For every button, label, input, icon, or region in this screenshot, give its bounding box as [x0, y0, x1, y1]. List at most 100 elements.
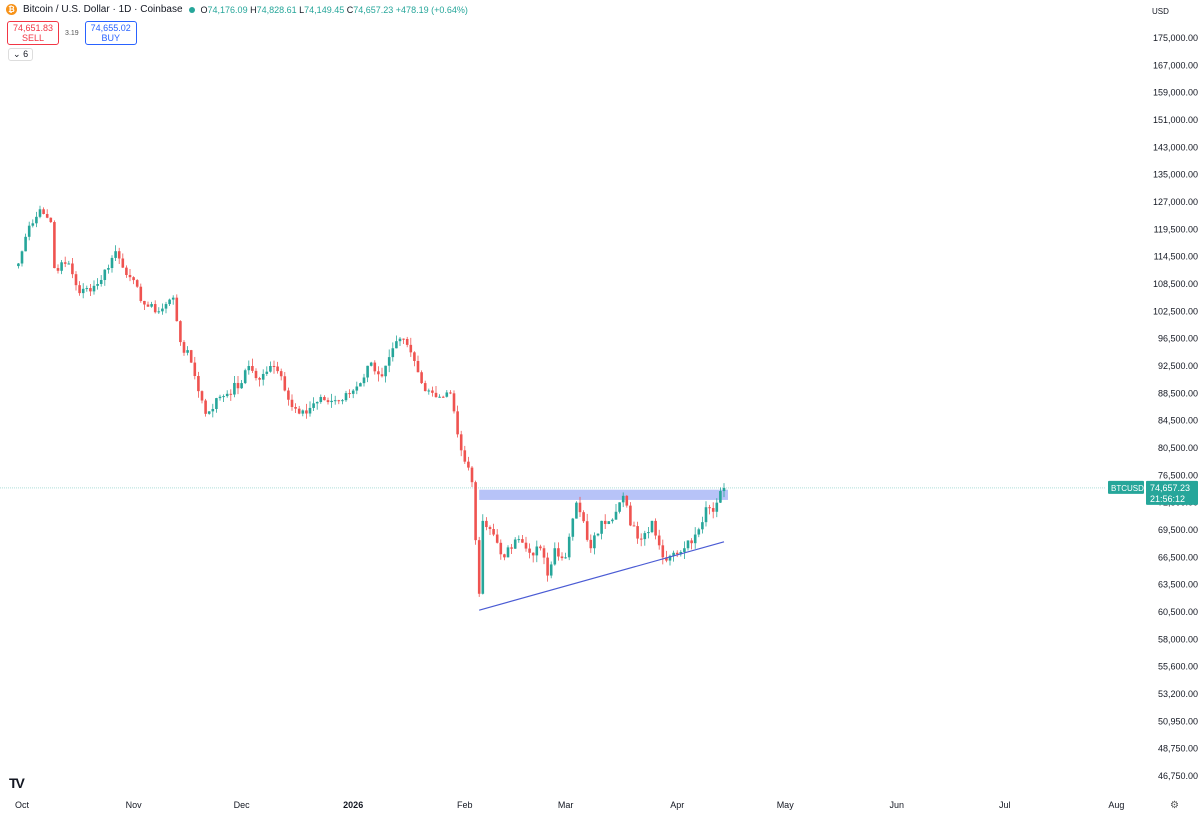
candle — [150, 301, 153, 308]
candle — [366, 365, 369, 383]
candle — [470, 465, 474, 488]
candle — [247, 360, 251, 375]
symbol-label-bg — [1108, 480, 1144, 494]
candle — [229, 389, 233, 401]
candle — [186, 346, 189, 356]
candle — [42, 207, 45, 215]
symbol-title[interactable]: Bitcoin / U.S. Dollar · 1D · Coinbase — [23, 4, 183, 15]
resistance-zone[interactable] — [479, 489, 728, 500]
last-price-bg — [1146, 480, 1198, 505]
buy-button[interactable]: 74,655.02 BUY — [84, 21, 137, 45]
candle — [337, 399, 341, 405]
price-tick-label: 84,500.00 — [1158, 416, 1198, 426]
price-tick-label: 69,500.00 — [1158, 525, 1198, 535]
candle — [78, 281, 81, 296]
candle — [297, 405, 301, 415]
bitcoin-icon: ₿ — [6, 4, 17, 15]
candle — [639, 533, 643, 547]
candle — [161, 303, 164, 315]
candle — [135, 279, 139, 288]
candle — [420, 370, 423, 384]
candle — [17, 262, 20, 269]
candle — [481, 514, 485, 595]
candle — [582, 510, 585, 524]
candle — [269, 361, 272, 373]
candle — [279, 368, 283, 381]
candle — [103, 269, 107, 286]
candle — [650, 520, 654, 534]
candle — [261, 369, 265, 386]
candle — [643, 530, 647, 546]
candle — [459, 430, 463, 457]
price-tick-label: 55,600.00 — [1158, 662, 1198, 672]
candle — [63, 256, 67, 268]
candle — [585, 513, 589, 542]
candle — [24, 233, 27, 252]
candle — [632, 521, 636, 527]
candle — [495, 529, 499, 544]
candle — [654, 518, 657, 540]
tradingview-logo[interactable]: TV — [9, 775, 25, 791]
candle — [85, 285, 89, 292]
candle — [488, 525, 492, 535]
time-tick-label: Oct — [15, 800, 30, 810]
candle — [704, 501, 708, 527]
price-tick-label: 53,200.00 — [1158, 689, 1198, 699]
candle — [81, 283, 85, 299]
price-tick-label: 58,000.00 — [1158, 634, 1198, 644]
candle — [35, 211, 38, 228]
currency-label[interactable]: USD — [1152, 7, 1169, 16]
price-label: BTCUSD 74,657.23 21:56:12 — [1108, 480, 1198, 505]
candle — [341, 399, 344, 405]
candle — [452, 390, 456, 414]
candle — [427, 388, 431, 395]
candle — [715, 498, 719, 518]
candle — [56, 264, 60, 274]
candle — [254, 368, 258, 381]
candle — [53, 220, 56, 269]
candle — [531, 552, 535, 563]
time-tick-label: 2026 — [343, 800, 363, 810]
candle — [215, 397, 218, 413]
sell-button[interactable]: 74,651.83 SELL — [7, 21, 60, 45]
candle — [722, 483, 726, 498]
candle — [456, 405, 459, 438]
candle — [477, 536, 481, 597]
candle — [413, 351, 416, 367]
candle — [179, 320, 182, 346]
candle — [287, 387, 290, 406]
candle — [168, 298, 171, 307]
price-tick-label: 175,000.00 — [1153, 33, 1198, 43]
candle — [535, 540, 539, 563]
candle — [197, 371, 200, 398]
candle — [344, 390, 348, 402]
candle — [107, 264, 110, 274]
candle — [175, 294, 179, 322]
gear-icon[interactable]: ⚙ — [1170, 800, 1179, 811]
price-tick-label: 48,750.00 — [1158, 744, 1198, 754]
candle — [146, 301, 150, 307]
candle — [391, 342, 395, 362]
candle — [348, 389, 351, 398]
time-tick-label: Aug — [1108, 800, 1124, 810]
indicators-toggle[interactable]: ⌄ 6 — [8, 48, 34, 61]
candle — [499, 539, 503, 560]
candle — [647, 527, 650, 539]
candle — [233, 375, 236, 398]
time-axis[interactable]: Oct Nov Dec 2026 Feb Mar Apr May Jun Jul Aug — [15, 800, 1124, 810]
candle — [521, 534, 524, 543]
candle — [333, 395, 337, 405]
change-value: +478.19 (+0.64%) — [395, 4, 468, 15]
candle — [546, 552, 549, 582]
candle — [290, 394, 294, 411]
candle — [301, 409, 305, 417]
time-tick-label: Mar — [558, 800, 574, 810]
candle — [139, 283, 143, 303]
support-trendline[interactable] — [479, 541, 725, 611]
price-tick-label: 127,000.00 — [1153, 197, 1198, 207]
candle — [539, 544, 542, 551]
candle — [67, 260, 71, 265]
candle — [657, 529, 661, 550]
price-axis[interactable]: 175,000.00 167,000.00 159,000.00 151,000.00… — [1153, 33, 1198, 781]
